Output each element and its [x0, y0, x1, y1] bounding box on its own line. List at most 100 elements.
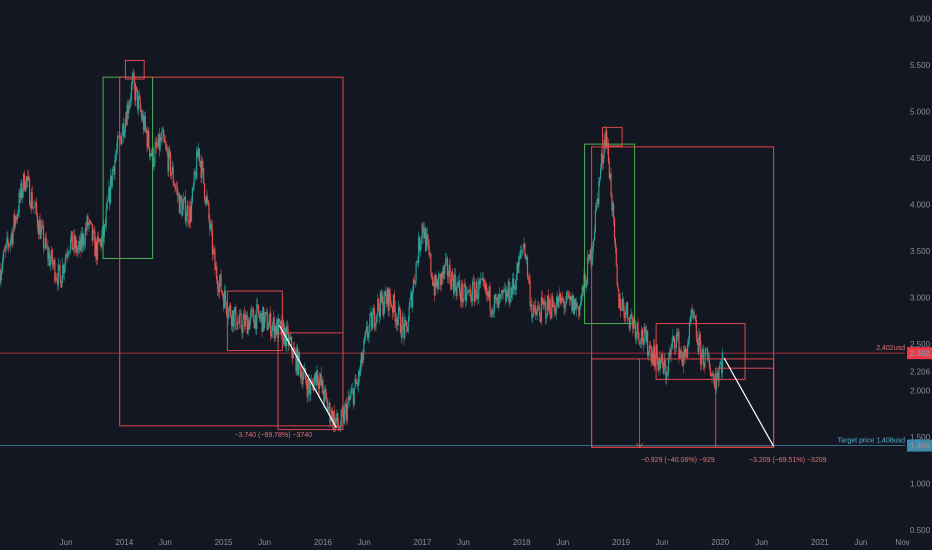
- candle-body: [137, 96, 140, 110]
- x-tick-label: 2019: [612, 538, 630, 547]
- candle-body: [643, 327, 645, 345]
- candle-body: [325, 392, 328, 400]
- candle-body: [369, 314, 371, 327]
- candle-body: [406, 326, 408, 332]
- candle-body: [21, 183, 23, 198]
- trend-line-1[interactable]: [723, 357, 775, 447]
- candle-body: [210, 224, 212, 230]
- x-tick-label: 2017: [414, 538, 432, 547]
- candle-body: [148, 130, 150, 148]
- rectangle-green-5[interactable]: [584, 143, 636, 325]
- candle-body: [157, 133, 160, 147]
- candle-body: [155, 142, 157, 147]
- rectangle-red-8[interactable]: [655, 323, 746, 380]
- candle-body: [9, 239, 12, 245]
- rectangle-red-3[interactable]: [226, 290, 283, 352]
- candle-body: [239, 313, 241, 315]
- candle-body: [412, 279, 415, 292]
- candle-body: [172, 167, 174, 183]
- candle-body: [224, 290, 227, 303]
- candle-body: [531, 304, 533, 318]
- trend-line-0[interactable]: [278, 325, 338, 429]
- candle-body: [4, 248, 6, 252]
- candle-body: [503, 290, 505, 293]
- candle-body: [719, 364, 721, 369]
- candle-body: [361, 352, 363, 363]
- rectangle-red-10[interactable]: [715, 367, 775, 448]
- trend-lines-layer[interactable]: [278, 325, 775, 447]
- candle-body: [127, 104, 129, 114]
- candle-body: [317, 382, 320, 389]
- candle-body: [649, 345, 651, 347]
- candle-body: [399, 310, 402, 333]
- candle-body: [391, 306, 393, 308]
- candle-body: [77, 245, 79, 250]
- candle-body: [298, 352, 301, 363]
- candle-body: [44, 237, 46, 248]
- candle-body: [143, 115, 145, 131]
- candle-body: [176, 188, 179, 196]
- candle-body: [601, 153, 603, 164]
- candle-body: [395, 318, 397, 322]
- candle-body: [48, 252, 50, 260]
- candle-body: [266, 312, 268, 330]
- candle-body: [546, 315, 548, 319]
- candle-body: [544, 301, 546, 303]
- candle-body: [218, 281, 220, 293]
- price-axis[interactable]: 0.500 1.000 1.500 2.000 2.500 3.000 3.500 4.000…: [910, 15, 931, 535]
- rectangle-red-4[interactable]: [277, 332, 344, 431]
- candle-body: [198, 148, 200, 162]
- candle-body: [133, 73, 135, 83]
- candle-body: [392, 294, 395, 313]
- rectangle-red-7[interactable]: [602, 126, 623, 147]
- candle-body: [571, 296, 573, 311]
- candle-body: [177, 194, 180, 196]
- candle-body: [217, 289, 220, 293]
- candle-body: [201, 160, 203, 178]
- candle-body: [484, 284, 486, 290]
- candle-body: [143, 115, 146, 131]
- time-axis[interactable]: Jun 2014 Jun 2015 Jun 2016 Jun 2017 Jun 2018 Jun 20…: [60, 538, 910, 547]
- candle-body: [429, 254, 431, 256]
- candle-body: [19, 192, 21, 199]
- y-tick-label: 6.000: [910, 15, 931, 24]
- candle-body: [56, 278, 59, 285]
- rectangle-drawings-layer[interactable]: [102, 59, 775, 448]
- candle-body: [181, 201, 183, 216]
- candle-body: [710, 375, 712, 377]
- candle-body: [419, 244, 422, 251]
- rectangle-red-2[interactable]: [124, 59, 145, 80]
- candle-body: [207, 200, 209, 204]
- candle-body: [229, 305, 231, 308]
- candle-body: [472, 281, 475, 283]
- candle-body: [485, 284, 487, 290]
- candle-body: [459, 293, 462, 301]
- candle-body: [82, 234, 84, 248]
- candle-body: [600, 153, 603, 168]
- candle-body: [345, 403, 348, 421]
- candle-body: [339, 426, 341, 431]
- candle-body: [490, 310, 492, 312]
- candle-body: [524, 243, 526, 257]
- candle-body: [572, 295, 574, 311]
- candle-body: [620, 309, 623, 311]
- candle-body: [126, 104, 128, 126]
- candle-body: [448, 264, 450, 277]
- candle-body: [718, 368, 720, 382]
- candle-body: [522, 248, 524, 251]
- candle-body: [212, 248, 214, 255]
- rectangle-red-1[interactable]: [119, 76, 344, 427]
- candle-body: [141, 113, 143, 121]
- candle-body: [205, 195, 207, 205]
- candle-body: [270, 331, 273, 337]
- candle-body: [445, 258, 448, 260]
- candle-body: [84, 228, 86, 245]
- candle-body: [296, 347, 298, 371]
- candle-body: [97, 236, 99, 240]
- candle-body: [504, 288, 506, 291]
- candle-body: [465, 285, 467, 302]
- candle-body: [14, 214, 16, 226]
- candle-body: [662, 363, 664, 374]
- rectangle-red-9[interactable]: [591, 358, 775, 448]
